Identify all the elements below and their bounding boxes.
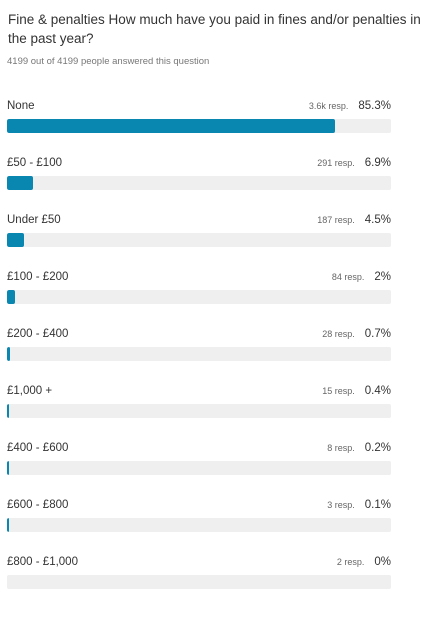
option-response-count: 187 resp. [317,215,355,225]
option-stats: 84 resp. 2% [332,271,391,283]
option-percent: 0.4% [364,385,391,397]
option-response-count: 2 resp. [336,557,365,567]
option-percent: 85.3% [358,100,391,112]
progress-track [7,404,391,418]
progress-fill [7,404,9,418]
progress-fill [7,347,10,361]
option-label: £100 - £200 [7,271,69,283]
progress-fill [7,233,25,247]
progress-track [7,290,391,304]
progress-track [7,518,391,532]
option-stats: 8 resp. 0.2% [327,442,391,454]
option-label: £1,000 + [7,385,53,397]
option-percent: 0.2% [364,442,391,454]
option-response-count: 15 resp. [322,386,355,396]
progress-track [7,119,391,133]
option-response-count: 3.6k resp. [308,101,349,111]
progress-track [7,176,391,190]
option-percent: 0.7% [364,328,391,340]
option-percent: 2% [374,271,391,283]
option-row: £600 - £800 3 resp. 0.1% [7,499,391,539]
option-stats: 28 resp. 0.7% [322,328,391,340]
progress-fill [7,119,335,133]
option-percent: 0% [374,556,391,568]
progress-fill [7,290,15,304]
option-response-count: 291 resp. [317,158,355,168]
progress-fill [7,518,9,532]
option-label: £200 - £400 [7,328,69,340]
option-percent: 6.9% [364,157,391,169]
option-stats: 3 resp. 0.1% [327,499,391,511]
option-label: Under £50 [7,214,61,226]
progress-fill [7,461,9,475]
option-row: None 3.6k resp. 85.3% [7,100,391,140]
option-stats: 291 resp. 6.9% [317,157,391,169]
option-label: £600 - £800 [7,499,69,511]
progress-fill [7,176,34,190]
progress-track [7,461,391,475]
option-stats: 15 resp. 0.4% [322,385,391,397]
option-label: £50 - £100 [7,157,62,169]
question-title: Fine & penalties How much have you paid … [8,12,421,46]
option-label: £800 - £1,000 [7,556,78,568]
option-row: Under £50 187 resp. 4.5% [7,214,391,254]
option-row: £400 - £600 8 resp. 0.2% [7,442,391,482]
option-row: £800 - £1,000 2 resp. 0% [7,556,391,596]
option-row: £50 - £100 291 resp. 6.9% [7,157,391,197]
progress-track [7,575,391,589]
option-row: £1,000 + 15 resp. 0.4% [7,385,391,425]
option-percent: 0.1% [364,499,391,511]
option-percent: 4.5% [364,214,391,226]
option-row: £100 - £200 84 resp. 2% [7,271,391,311]
progress-track [7,347,391,361]
option-stats: 3.6k resp. 85.3% [309,100,391,112]
option-response-count: 3 resp. [327,500,355,510]
option-response-count: 84 resp. [331,272,365,282]
option-label: None [7,100,35,112]
option-stats: 187 resp. 4.5% [317,214,391,226]
option-label: £400 - £600 [7,442,69,454]
option-stats: 2 resp. 0% [337,556,391,568]
option-response-count: 28 resp. [322,329,355,339]
progress-track [7,233,391,247]
answered-count: 4199 out of 4199 people answered this qu… [7,56,210,67]
option-row: £200 - £400 28 resp. 0.7% [7,328,391,368]
option-response-count: 8 resp. [327,443,355,453]
